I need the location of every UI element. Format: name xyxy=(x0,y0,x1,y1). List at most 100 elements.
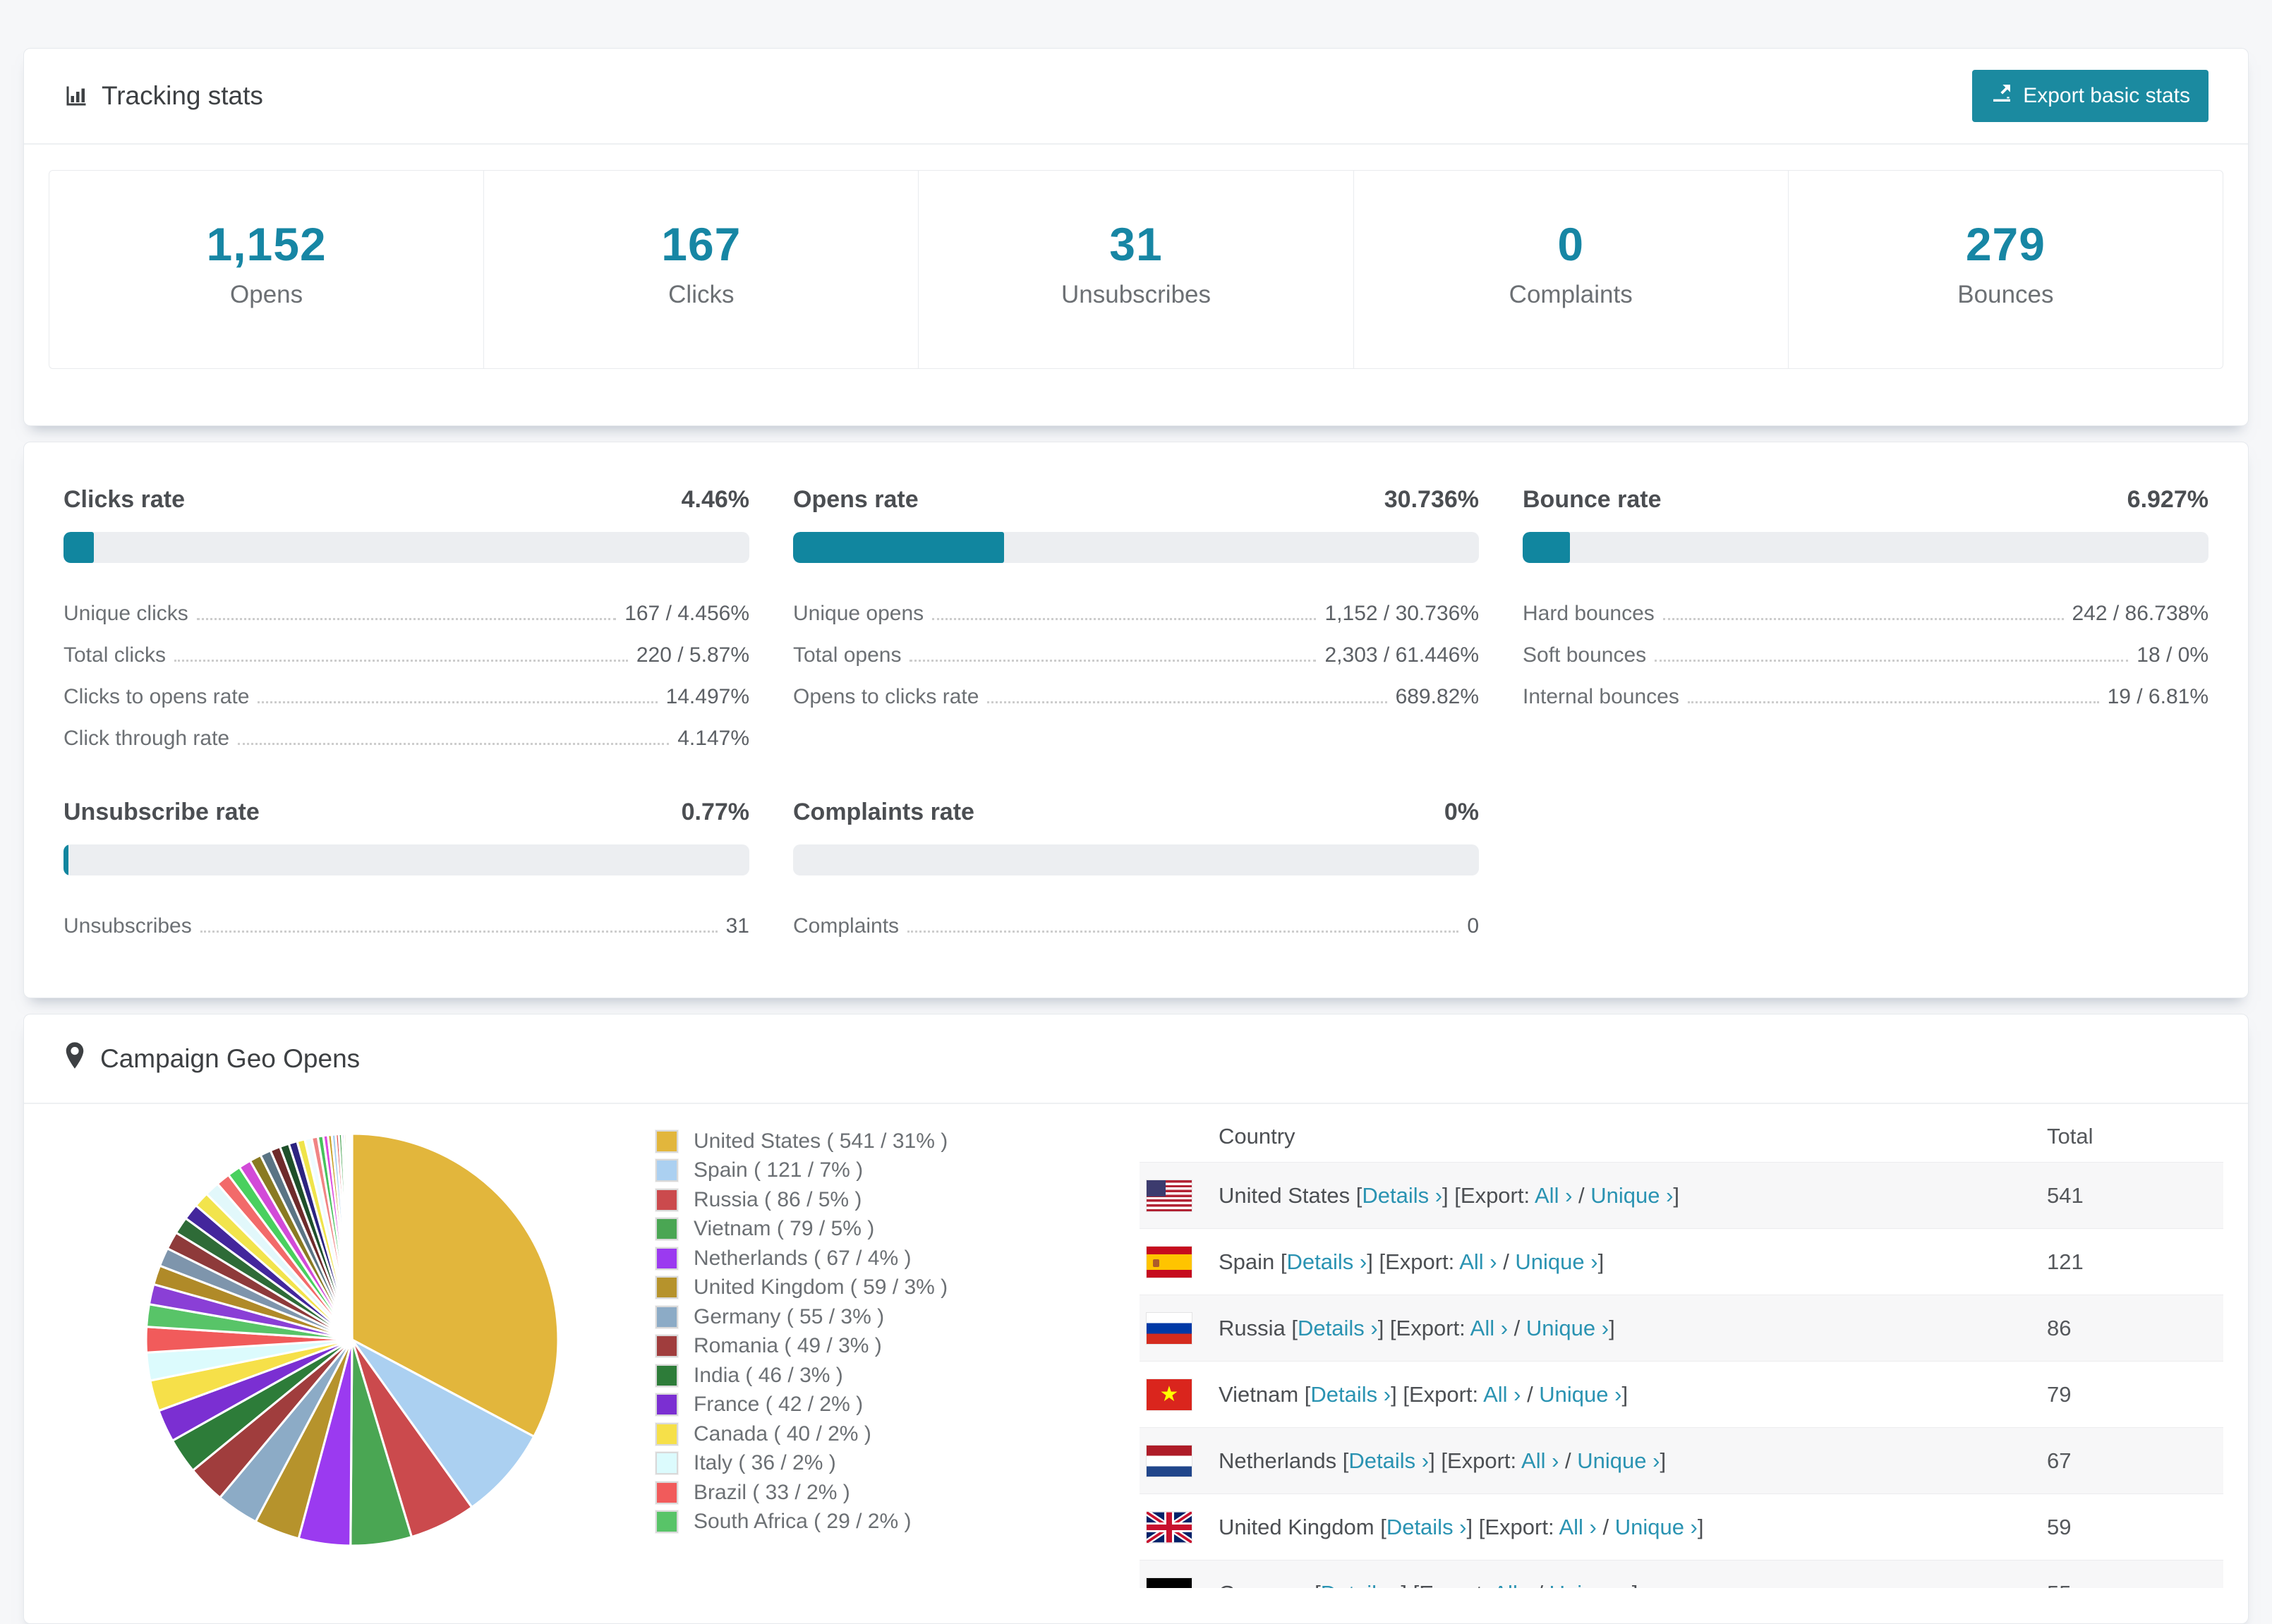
rate-section: Bounce rate 6.927% Hard bounces 242 / 86… xyxy=(1523,486,2208,753)
rate-row: Total clicks 220 / 5.87% xyxy=(64,629,749,670)
tracking-stats-card: Tracking stats Export basic stats 1,152 … xyxy=(23,48,2249,426)
country-name: Germany xyxy=(1219,1581,1308,1589)
export-all-link[interactable]: All › xyxy=(1493,1581,1530,1589)
stats-row: 1,152 Opens 167 Clicks 31 Unsubscribes 0… xyxy=(49,170,2223,369)
details-link[interactable]: Details › xyxy=(1310,1381,1391,1407)
legend-label: Netherlands ( 67 / 4% ) xyxy=(694,1246,912,1270)
legend-item: Russia ( 86 / 5% ) xyxy=(655,1185,1121,1215)
rate-row: Internal bounces 19 / 6.81% xyxy=(1523,670,2208,712)
details-link[interactable]: Details › xyxy=(1348,1448,1430,1473)
legend-swatch xyxy=(655,1158,679,1183)
total-cell: 55 xyxy=(2047,1581,2223,1589)
gb-flag xyxy=(1147,1511,1192,1543)
legend-swatch xyxy=(655,1275,679,1300)
dotted-leader xyxy=(238,743,670,745)
bracket-text: ] xyxy=(1621,1381,1629,1407)
dotted-leader xyxy=(1655,660,2129,662)
export-all-link[interactable]: All › xyxy=(1559,1514,1597,1539)
details-link[interactable]: Details › xyxy=(1298,1315,1378,1340)
bracket-text: ] xyxy=(1697,1514,1704,1539)
rate-row-label: Clicks to opens rate xyxy=(64,685,250,708)
export-all-link[interactable]: All › xyxy=(1470,1315,1509,1340)
progress-bar-fill xyxy=(793,532,1004,563)
geo-legend: United States ( 541 / 31% ) Spain ( 121 … xyxy=(655,1111,1121,1588)
export-unique-link[interactable]: Unique › xyxy=(1539,1381,1622,1407)
export-all-link[interactable]: All › xyxy=(1483,1381,1521,1407)
export-unique-link[interactable]: Unique › xyxy=(1525,1315,1609,1340)
legend-label: Brazil ( 33 / 2% ) xyxy=(694,1480,850,1504)
geo-table-row: ★ Vietnam [Details ›] [Export: All › / Un… xyxy=(1140,1361,2223,1427)
details-link[interactable]: Details › xyxy=(1321,1581,1401,1589)
rate-row-label: Unsubscribes xyxy=(64,914,192,938)
geo-table-row: Germany [Details ›] [Export: All › / Uni… xyxy=(1140,1560,2223,1588)
export-unique-link[interactable]: Unique › xyxy=(1590,1182,1674,1208)
bracket-text: [ xyxy=(1274,1249,1287,1274)
tracking-stats-title: Tracking stats xyxy=(64,81,263,111)
legend-swatch xyxy=(655,1334,679,1359)
flag-cell xyxy=(1140,1577,1219,1588)
progress-bar xyxy=(64,844,749,875)
export-all-link[interactable]: All › xyxy=(1521,1448,1559,1473)
geo-table-scroll[interactable]: Country Total United States [Details ›] [E… xyxy=(1140,1111,2223,1588)
legend-item: Romania ( 49 / 3% ) xyxy=(655,1332,1121,1362)
geo-table-row: Spain [Details ›] [Export: All › / Uniqu… xyxy=(1140,1228,2223,1295)
rate-row-label: Click through rate xyxy=(64,727,230,750)
bracket-text: / xyxy=(1497,1249,1516,1274)
flag-cell xyxy=(1140,1511,1219,1543)
details-link[interactable]: Details › xyxy=(1286,1249,1367,1274)
progress-bar-fill xyxy=(64,532,95,563)
flag-cell xyxy=(1140,1445,1219,1477)
legend-label: Spain ( 121 / 7% ) xyxy=(694,1158,864,1182)
legend-item: Spain ( 121 / 7% ) xyxy=(655,1156,1121,1186)
export-all-link[interactable]: All › xyxy=(1459,1249,1497,1274)
legend-label: United States ( 541 / 31% ) xyxy=(694,1129,948,1153)
rate-row: Unsubscribes 31 xyxy=(64,899,749,941)
rate-row-value: 167 / 4.456% xyxy=(624,602,749,625)
legend-item: Germany ( 55 / 3% ) xyxy=(655,1302,1121,1332)
export-basic-stats-button[interactable]: Export basic stats xyxy=(1972,70,2208,122)
stat-value: 279 xyxy=(1965,218,2046,270)
bracket-text: ] xyxy=(1660,1448,1667,1473)
bracket-text: ] [ xyxy=(1391,1381,1409,1407)
export-unique-link[interactable]: Unique › xyxy=(1515,1249,1598,1274)
pie-slice xyxy=(351,1338,536,1509)
bracket-text: [ xyxy=(1350,1182,1362,1208)
country-cell: Vietnam [Details ›] [Export: All › / Uni… xyxy=(1219,1382,2047,1407)
country-cell: United States [Details ›] [Export: All ›… xyxy=(1219,1183,2047,1208)
export-unique-link[interactable]: Unique › xyxy=(1614,1514,1698,1539)
export-all-link[interactable]: All › xyxy=(1535,1182,1573,1208)
bracket-text: Export: xyxy=(1396,1315,1470,1340)
rate-row: Click through rate 4.147% xyxy=(64,712,749,753)
country-cell: Germany [Details ›] [Export: All › / Uni… xyxy=(1219,1581,2047,1589)
legend-item: India ( 46 / 3% ) xyxy=(655,1361,1121,1390)
export-unique-link[interactable]: Unique › xyxy=(1549,1581,1632,1589)
pie-slice xyxy=(350,1132,354,1340)
country-column-header: Country xyxy=(1219,1124,1295,1149)
stat-cell: 31 Unsubscribes xyxy=(918,171,1353,368)
stat-label: Bounces xyxy=(1957,281,2054,308)
export-unique-link[interactable]: Unique › xyxy=(1577,1448,1660,1473)
country-name: Netherlands xyxy=(1219,1448,1337,1473)
total-cell: 541 xyxy=(2047,1182,2084,1208)
details-link[interactable]: Details › xyxy=(1386,1514,1467,1539)
rate-row: Complaints 0 xyxy=(793,899,1479,941)
legend-swatch xyxy=(655,1480,679,1505)
rate-row: Total opens 2,303 / 61.446% xyxy=(793,629,1479,670)
legend-swatch xyxy=(655,1187,679,1212)
bracket-text: [ xyxy=(1336,1448,1349,1473)
legend-item: Netherlands ( 67 / 4% ) xyxy=(655,1244,1121,1273)
stat-label: Opens xyxy=(230,281,303,308)
country-name: Vietnam xyxy=(1219,1381,1299,1407)
us-flag xyxy=(1147,1180,1192,1211)
rate-row-value: 19 / 6.81% xyxy=(2107,685,2208,708)
legend-label: Romania ( 49 / 3% ) xyxy=(694,1334,882,1358)
rate-row-label: Soft bounces xyxy=(1523,643,1647,667)
details-link[interactable]: Details › xyxy=(1362,1182,1443,1208)
total-cell: 121 xyxy=(2047,1249,2084,1274)
rate-row-label: Internal bounces xyxy=(1523,685,1679,708)
export-button-label: Export basic stats xyxy=(2023,84,2190,107)
country-name: United Kingdom xyxy=(1219,1514,1374,1539)
country-cell: Spain [Details ›] [Export: All › / Uniqu… xyxy=(1219,1249,2047,1275)
legend-swatch xyxy=(655,1304,679,1329)
country-cell: Netherlands [Details ›] [Export: All › /… xyxy=(1219,1448,2047,1474)
